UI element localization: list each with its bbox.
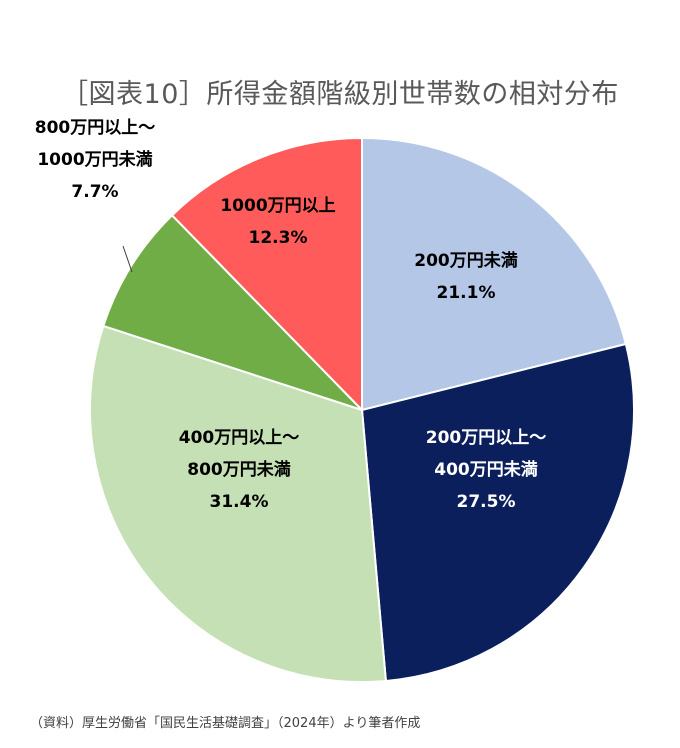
slice-labels: 200万円未満 21.1% 200万円以上～ 400万円未満 27.5% 400万円以上～… bbox=[35, 118, 547, 512]
pie-slice-1 bbox=[361, 136, 628, 412]
slice-category-label-4-line-1: 800万円以上～ bbox=[35, 118, 156, 138]
pie-slice-4 bbox=[102, 213, 363, 411]
pie-slice-2 bbox=[360, 342, 635, 683]
slice-category-label-3-line-2: 800万円未満 bbox=[187, 459, 291, 480]
slice-category-label-2-line-2: 400万円未満 bbox=[434, 459, 538, 480]
slice-category-label-5-line-1: 1000万円以上 bbox=[220, 196, 335, 216]
slice-category-label-1-line-1: 200万円未満 bbox=[414, 250, 518, 271]
chart-source: （資料）厚生労働省「国民生活基礎調査」（2024年）より筆者作成 bbox=[30, 716, 421, 731]
pie-slices bbox=[89, 136, 635, 683]
pie-slice-5 bbox=[170, 136, 363, 413]
slice-category-label-4-line-2: 1000万円未満 bbox=[37, 149, 152, 170]
slice-percent-label-5: 12.3% bbox=[249, 228, 308, 248]
leader-line bbox=[122, 245, 133, 273]
slice-percent-label-4: 7.7% bbox=[71, 182, 118, 202]
chart-title: ［図表10］所得金額階級別世帯数の相対分布 bbox=[61, 79, 619, 110]
slice-category-label-3-line-1: 400万円以上～ bbox=[179, 428, 300, 448]
slice-percent-label-1: 21.1% bbox=[437, 283, 496, 303]
slice-percent-label-3: 31.4% bbox=[210, 492, 269, 512]
pie-slice-3 bbox=[89, 324, 387, 683]
slice-category-label-2-line-1: 200万円以上～ bbox=[426, 428, 547, 448]
slice-percent-label-2: 27.5% bbox=[457, 492, 516, 512]
leader-lines bbox=[122, 245, 133, 273]
